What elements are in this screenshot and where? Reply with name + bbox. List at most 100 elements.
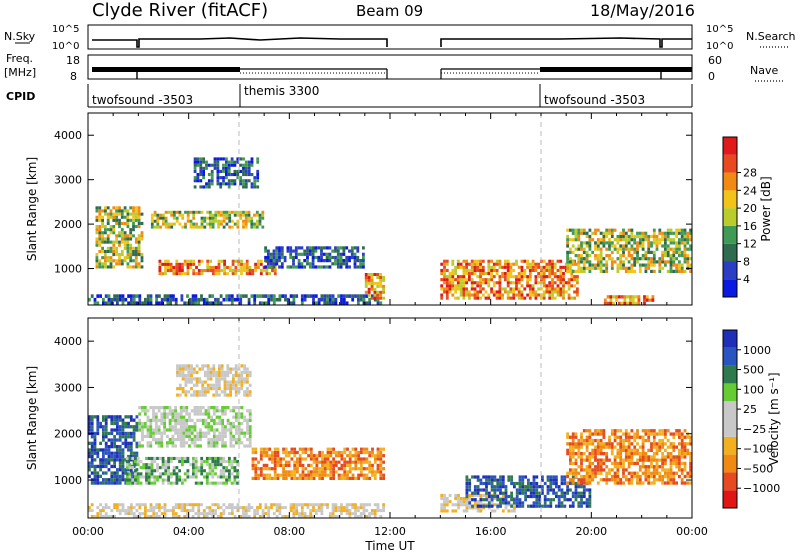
echo-cell bbox=[128, 481, 132, 485]
echo-cell bbox=[689, 481, 692, 485]
echo-cell bbox=[666, 231, 670, 235]
echo-cell bbox=[236, 169, 240, 173]
echo-cell bbox=[528, 268, 532, 272]
echo-cell bbox=[624, 455, 628, 459]
cpid-label: CPID bbox=[6, 90, 35, 103]
echo-cell bbox=[276, 473, 280, 477]
echo-cell bbox=[102, 454, 105, 459]
echo-cell bbox=[365, 301, 369, 305]
echo-cell bbox=[308, 265, 312, 269]
echo-cell bbox=[678, 260, 681, 264]
echo-cell bbox=[227, 163, 231, 167]
echo-cell bbox=[574, 228, 578, 232]
echo-cell bbox=[638, 231, 642, 235]
echo-cell bbox=[641, 465, 645, 469]
echo-cell bbox=[290, 457, 294, 461]
echo-cell bbox=[229, 434, 233, 438]
echo-cell bbox=[186, 503, 189, 507]
echo-cell bbox=[276, 476, 280, 480]
echo-cell bbox=[535, 485, 539, 489]
echo-cell bbox=[368, 301, 371, 305]
echo-cell bbox=[627, 269, 631, 273]
echo-cell bbox=[334, 515, 338, 518]
echo-cell bbox=[163, 428, 166, 432]
echo-cell bbox=[272, 301, 276, 305]
echo-cell bbox=[548, 259, 552, 263]
echo-cell bbox=[112, 249, 116, 253]
echo-cell bbox=[113, 435, 116, 439]
echo-cell bbox=[102, 415, 105, 419]
echo-cell bbox=[362, 473, 366, 477]
echo-cell bbox=[526, 284, 529, 288]
echo-cell bbox=[201, 418, 205, 422]
echo-cell bbox=[627, 478, 631, 482]
echo-cell bbox=[153, 225, 157, 229]
echo-cell bbox=[121, 448, 125, 452]
echo-cell bbox=[605, 260, 609, 264]
echo-cell bbox=[99, 464, 102, 469]
echo-cell bbox=[526, 278, 529, 282]
echo-cell bbox=[246, 418, 249, 422]
echo-cell bbox=[485, 504, 488, 508]
echo-cell bbox=[627, 234, 631, 239]
echo-cell bbox=[221, 425, 224, 429]
echo-cell bbox=[251, 269, 255, 273]
echo-cell bbox=[443, 272, 446, 276]
echo-cell bbox=[548, 293, 552, 297]
echo-cell bbox=[120, 209, 124, 213]
echo-cell bbox=[247, 509, 251, 513]
colorbar-swatch bbox=[723, 347, 737, 366]
echo-cell bbox=[174, 515, 178, 518]
echo-cell bbox=[445, 500, 449, 504]
echo-cell bbox=[669, 481, 673, 485]
echo-cell bbox=[248, 370, 252, 374]
echo-cell bbox=[346, 476, 349, 480]
echo-cell bbox=[314, 509, 318, 513]
echo-cell bbox=[206, 262, 210, 266]
echo-cell bbox=[129, 249, 133, 253]
echo-cell bbox=[106, 212, 110, 216]
echo-cell bbox=[350, 252, 354, 256]
echo-cell bbox=[323, 457, 327, 461]
echo-cell bbox=[197, 297, 201, 302]
echo-cell bbox=[357, 506, 360, 510]
echo-cell bbox=[226, 406, 230, 410]
echo-cell bbox=[599, 250, 603, 254]
echo-cell bbox=[170, 213, 174, 217]
echo-cell bbox=[306, 503, 310, 507]
echo-cell bbox=[188, 509, 192, 513]
echo-cell bbox=[236, 475, 239, 479]
echo-cell bbox=[189, 265, 193, 269]
echo-cell bbox=[661, 442, 664, 446]
echo-cell bbox=[178, 469, 181, 473]
echo-cell bbox=[282, 457, 285, 461]
echo-cell bbox=[357, 515, 360, 518]
echo-cell bbox=[102, 435, 105, 439]
echo-cell bbox=[293, 463, 297, 467]
echo-cell bbox=[250, 173, 254, 177]
echo-cell bbox=[199, 428, 202, 432]
echo-cell bbox=[636, 432, 639, 436]
echo-cell bbox=[112, 206, 116, 210]
echo-cell bbox=[576, 290, 579, 294]
echo-cell bbox=[445, 275, 449, 279]
echo-cell bbox=[197, 210, 201, 214]
echo-cell bbox=[219, 456, 223, 460]
echo-cell bbox=[265, 447, 269, 451]
echo-cell bbox=[135, 454, 139, 459]
echo-cell bbox=[284, 476, 288, 480]
echo-cell bbox=[531, 265, 535, 269]
echo-cell bbox=[190, 387, 193, 391]
echo-cell bbox=[504, 506, 508, 510]
echo-cell bbox=[282, 473, 285, 477]
echo-cell bbox=[228, 463, 231, 467]
echo-cell bbox=[368, 476, 372, 480]
echo-cell bbox=[273, 447, 277, 451]
echo-cell bbox=[225, 506, 229, 510]
echo-cell bbox=[149, 515, 153, 518]
echo-cell bbox=[630, 247, 634, 251]
echo-cell bbox=[246, 428, 249, 432]
echo-cell bbox=[647, 458, 651, 462]
echo-cell bbox=[359, 262, 362, 266]
echo-cell bbox=[499, 504, 502, 508]
